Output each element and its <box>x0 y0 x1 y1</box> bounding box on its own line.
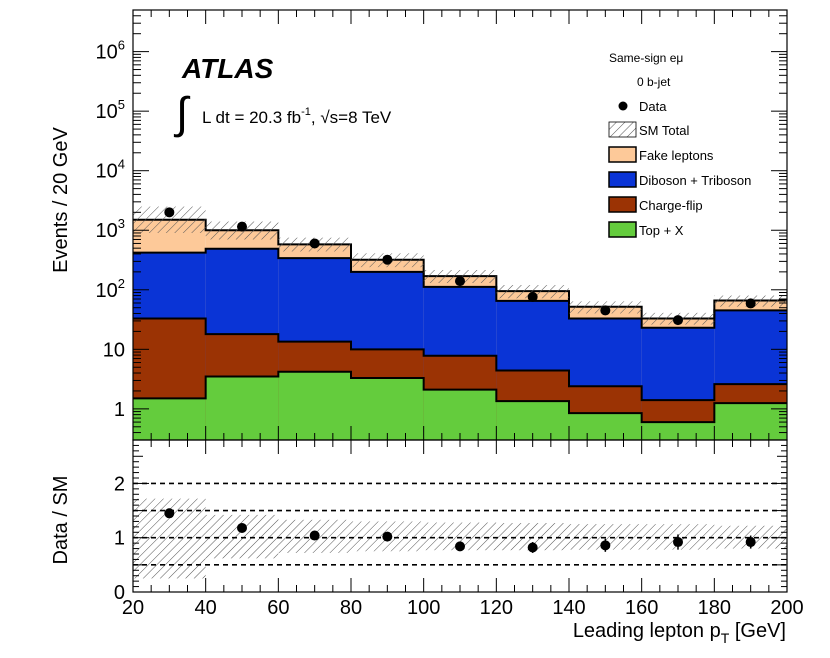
ratio-y-tick-label: 2 <box>114 473 125 495</box>
bar-top-x <box>205 376 279 440</box>
x-tick-label: 160 <box>625 597 658 619</box>
experiment-label: ATLAS <box>181 53 274 84</box>
bar-top-x <box>278 371 351 440</box>
legend-sm-total-swatch <box>608 121 637 138</box>
legend-chargeflip-swatch <box>608 196 637 213</box>
ratio-y-tick-label: 1 <box>114 528 125 550</box>
ratio-point <box>455 541 465 552</box>
ratio-point <box>382 531 393 542</box>
x-tick-label: 80 <box>340 597 362 619</box>
data-point <box>237 221 247 232</box>
step-outline-charge-flip <box>133 317 787 402</box>
y-axis-label-top: Events / 20 GeV <box>50 127 72 273</box>
ratio-y-tick-label: 0 <box>114 582 125 604</box>
y-tick-label: 106 <box>96 38 125 64</box>
ratio-point <box>309 530 320 541</box>
ratio-point <box>600 540 611 551</box>
main-plot-panel <box>133 206 787 440</box>
x-tick-label: 140 <box>552 597 585 619</box>
ratio-plot-panel <box>133 482 787 579</box>
y-tick-label: 104 <box>96 157 125 183</box>
y-tick-label: 102 <box>96 276 125 302</box>
y-tick-label: 1 <box>114 399 125 421</box>
luminosity-label: L dt = 20.3 fb-1, √s=8 TeV <box>202 106 392 127</box>
bar-top-x <box>351 377 424 440</box>
ratio-point <box>673 537 683 548</box>
data-point <box>309 238 320 249</box>
legend-entry-data: Data <box>639 99 667 114</box>
legend-diboson-swatch <box>608 171 637 188</box>
x-tick-label: 180 <box>698 597 731 619</box>
x-tick-label: 40 <box>195 597 217 619</box>
ratio-point <box>527 542 538 553</box>
x-axis-label: Leading lepton pT [GeV] <box>573 620 786 646</box>
x-tick-label: 60 <box>267 597 289 619</box>
sm-uncertainty-band <box>496 285 569 299</box>
y-tick-label: 103 <box>96 216 125 242</box>
legend-subheader: 0 b-jet <box>637 75 671 89</box>
legend-topx-swatch <box>608 221 637 238</box>
data-point <box>382 254 393 265</box>
ratio-point <box>164 508 175 519</box>
bar-top-x <box>423 389 497 440</box>
axes: 20 40 60 80 100 120 140 160 180 20011010210310410… <box>96 9 804 619</box>
legend-entry-diboson: Diboson + Triboson <box>639 173 751 188</box>
data-point <box>455 276 465 287</box>
legend-data-marker <box>618 101 628 111</box>
legend-entry-fake: Fake leptons <box>639 148 714 163</box>
data-point <box>745 298 756 309</box>
legend-header: Same-sign eμ <box>609 51 683 65</box>
data-point <box>527 291 538 302</box>
y-tick-label: 10 <box>103 339 125 361</box>
legend-entry-chargeflip: Charge-flip <box>639 198 703 213</box>
y-tick-label: 105 <box>96 97 125 123</box>
step-outline-top-x <box>133 370 787 424</box>
x-tick-label: 120 <box>480 597 513 619</box>
ratio-point <box>745 537 756 548</box>
y-axis-label-bottom: Data / SM <box>50 476 72 565</box>
legend-fake-swatch <box>608 146 637 163</box>
integral-symbol: ∫ <box>173 89 191 138</box>
x-tick-label: 20 <box>122 597 144 619</box>
legend-entry-sm-total: SM Total <box>639 123 689 138</box>
ratio-point <box>237 522 247 533</box>
data-point <box>673 315 683 326</box>
x-tick-label: 100 <box>407 597 440 619</box>
data-point <box>164 207 175 218</box>
x-tick-label: 200 <box>770 597 803 619</box>
step-outline-diboson-triboson <box>133 247 787 329</box>
legend: Same-sign eμ 0 b-jet Data SM Total Fake … <box>608 51 751 238</box>
legend-entry-topx: Top + X <box>639 223 684 238</box>
ratio-uncertainty-band <box>205 514 279 559</box>
data-point <box>600 305 611 316</box>
